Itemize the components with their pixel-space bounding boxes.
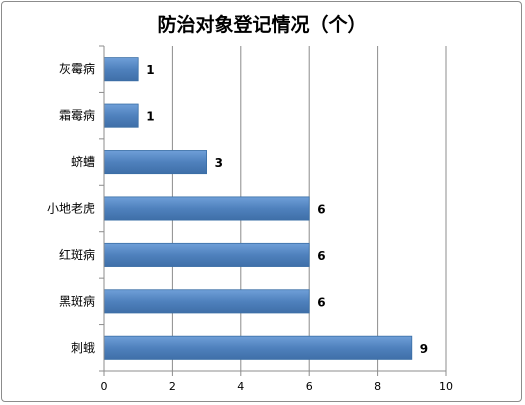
labels: 0 2 4 6 8 10 灰霉病 1 霜霉病 1 蛴螬 3 小地老虎 6 红斑病 6 黑斑病 6 刺蛾 9 [47, 61, 453, 393]
bar-3 [103, 196, 310, 221]
category-label: 蛴螬 [71, 154, 95, 169]
bar-0 [103, 57, 139, 82]
data-label: 1 [146, 110, 154, 124]
data-label: 9 [420, 342, 428, 356]
category-label: 小地老虎 [47, 202, 95, 216]
bar-6 [103, 335, 413, 360]
category-label: 灰霉病 [59, 61, 95, 76]
x-tick-label: 0 [101, 380, 108, 393]
x-tick-label: 6 [306, 380, 313, 393]
bar-4 [103, 242, 310, 267]
category-label: 黑斑病 [59, 293, 95, 308]
data-label: 3 [215, 156, 223, 170]
category-label: 刺蛾 [71, 341, 95, 355]
category-label: 霜霉病 [59, 108, 95, 123]
x-tick-label: 4 [237, 380, 244, 393]
x-tick-label: 10 [439, 380, 453, 393]
x-tick-label: 8 [374, 380, 381, 393]
bar-1 [103, 103, 139, 128]
data-label: 6 [317, 249, 325, 263]
data-label: 1 [146, 63, 154, 77]
bar-5 [103, 289, 310, 314]
bars [103, 57, 413, 360]
x-tick-label: 2 [169, 380, 176, 393]
data-label: 6 [317, 203, 325, 217]
data-label: 6 [317, 295, 325, 309]
bar-2 [103, 150, 207, 175]
chart-title: 防治对象登记情况（个） [157, 13, 366, 36]
category-label: 红斑病 [59, 247, 95, 262]
axes [99, 45, 447, 376]
